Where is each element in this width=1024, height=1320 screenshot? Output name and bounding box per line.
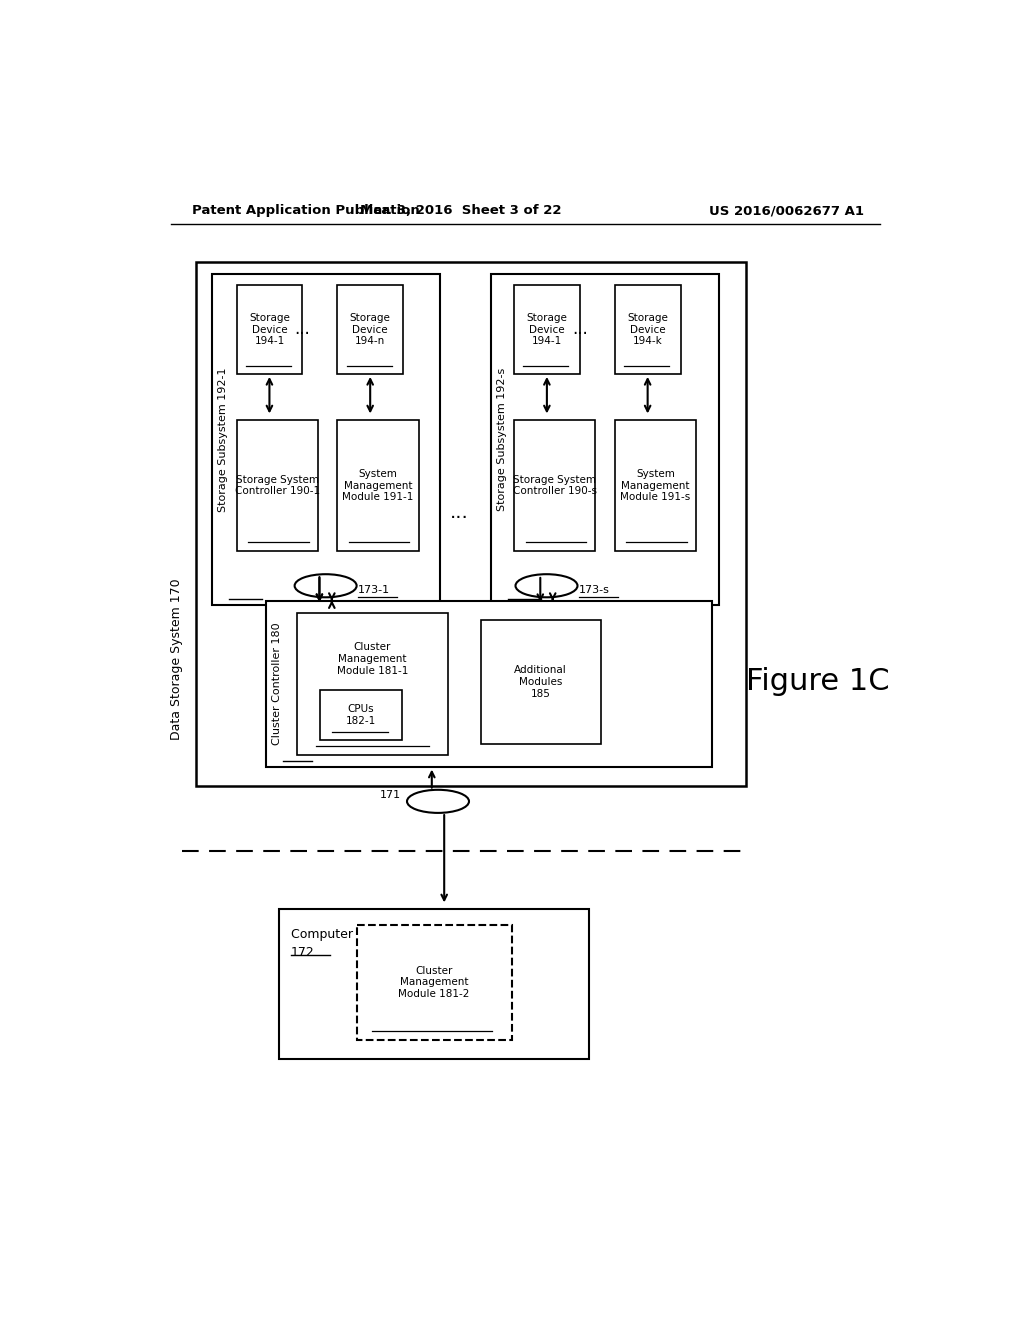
Bar xyxy=(614,285,681,374)
Text: Storage System
Controller 190-1: Storage System Controller 190-1 xyxy=(234,475,319,496)
Text: Additional
Modules
185: Additional Modules 185 xyxy=(514,665,567,698)
Bar xyxy=(212,275,440,605)
Text: Figure 1C: Figure 1C xyxy=(745,668,890,697)
Bar xyxy=(321,689,401,739)
Text: Storage
Device
194-n: Storage Device 194-n xyxy=(350,313,390,346)
Bar xyxy=(337,285,403,374)
Text: Cluster Controller 180: Cluster Controller 180 xyxy=(271,623,282,746)
Text: Cluster
Management
Module 181-2: Cluster Management Module 181-2 xyxy=(398,966,470,999)
Text: Storage
Device
194-1: Storage Device 194-1 xyxy=(526,313,567,346)
Bar xyxy=(514,420,595,552)
Bar xyxy=(197,263,746,785)
Bar xyxy=(266,601,712,767)
Text: ...: ... xyxy=(451,503,469,523)
Text: Patent Application Publication: Patent Application Publication xyxy=(191,205,419,218)
Bar xyxy=(356,924,512,1040)
Text: 171: 171 xyxy=(380,791,400,800)
Text: System
Management
Module 191-1: System Management Module 191-1 xyxy=(342,469,414,502)
Text: Storage
Device
194-k: Storage Device 194-k xyxy=(627,313,668,346)
Text: Storage System
Controller 190-s: Storage System Controller 190-s xyxy=(513,475,597,496)
Text: 173-s: 173-s xyxy=(579,585,610,594)
Text: ...: ... xyxy=(295,321,310,338)
Bar xyxy=(297,612,449,755)
Text: 172: 172 xyxy=(291,946,314,960)
Text: Computer System: Computer System xyxy=(291,928,403,941)
Text: ...: ... xyxy=(572,321,588,338)
Bar xyxy=(614,420,696,552)
Text: Storage Subsystem 192-s: Storage Subsystem 192-s xyxy=(497,368,507,511)
Bar xyxy=(237,420,317,552)
Bar xyxy=(514,285,580,374)
Text: Mar. 3, 2016  Sheet 3 of 22: Mar. 3, 2016 Sheet 3 of 22 xyxy=(360,205,562,218)
Text: 173-1: 173-1 xyxy=(358,585,390,594)
Text: Cluster
Management
Module 181-1: Cluster Management Module 181-1 xyxy=(337,643,409,676)
Text: US 2016/0062677 A1: US 2016/0062677 A1 xyxy=(710,205,864,218)
Text: System
Management
Module 191-s: System Management Module 191-s xyxy=(621,469,690,502)
Text: Data Storage System 170: Data Storage System 170 xyxy=(170,578,182,739)
Bar xyxy=(480,620,601,743)
Bar xyxy=(490,275,719,605)
Bar xyxy=(280,909,589,1059)
Bar xyxy=(237,285,302,374)
Text: Storage Subsystem 192-1: Storage Subsystem 192-1 xyxy=(217,367,227,512)
Text: Storage
Device
194-1: Storage Device 194-1 xyxy=(249,313,290,346)
Text: CPUs
182-1: CPUs 182-1 xyxy=(346,704,376,726)
Bar xyxy=(337,420,419,552)
